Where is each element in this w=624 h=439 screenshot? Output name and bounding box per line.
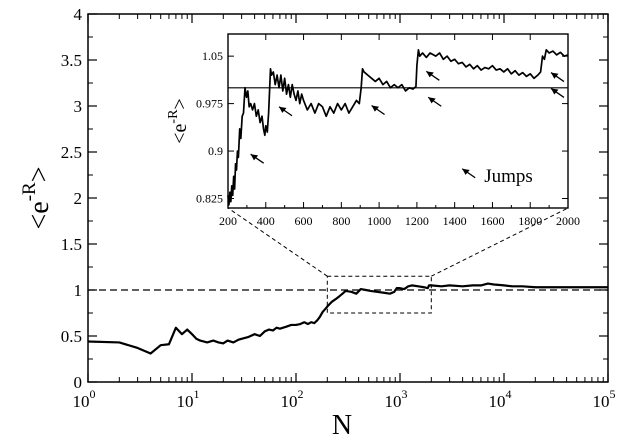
inset-x-tick-label: 600 <box>295 214 313 228</box>
x-tick-label: 101 <box>177 387 200 411</box>
jump-arrow-head <box>426 71 434 78</box>
jump-arrow-head <box>551 72 559 79</box>
inset-y-tick-label: 0.9 <box>208 144 223 158</box>
main-series-line <box>87 282 608 355</box>
jump-arrow-head <box>371 105 380 112</box>
inset-x-tick-label: 1600 <box>480 214 504 228</box>
jump-arrow-head <box>551 88 559 95</box>
x-tick-label: 104 <box>489 387 512 411</box>
inset-y-axis-title: <e-R> <box>166 98 191 143</box>
legend-arrow-head <box>462 168 470 175</box>
inset-plot-frame <box>227 33 569 209</box>
x-tick-label: 102 <box>281 387 304 411</box>
y-tick-label: 2 <box>74 189 83 208</box>
jump-arrow-head <box>250 154 259 161</box>
y-tick-label: 1.5 <box>61 235 82 254</box>
zoom-connector-layer <box>227 207 569 277</box>
inset-x-tick-label: 200 <box>219 214 237 228</box>
main-plot: 100 101 102 103 104 105 0 0.5 1 1.5 2 2.5 3 3.5 4 N <e-R… <box>19 5 616 439</box>
inset-x-tick-label: 1800 <box>518 214 542 228</box>
inset-annotation-jumps: Jumps <box>484 166 533 187</box>
y-tick-label: 4 <box>74 5 83 24</box>
main-plot-frame <box>87 13 609 383</box>
inset-y-tick-label: 1.05 <box>202 49 223 63</box>
inset-x-tick-label: 400 <box>257 214 275 228</box>
y-tick-label: 3.5 <box>61 51 82 70</box>
x-tick-label: 100 <box>73 387 96 411</box>
inset-y-tick-label: 0.825 <box>196 192 223 206</box>
inset-plot: 200 400 600 800 1000 1200 1400 1600 1800 2000 0.82… <box>166 33 580 228</box>
inset-x-tick-label: 1400 <box>443 214 467 228</box>
inset-x-tick-label: 800 <box>332 214 350 228</box>
inset-x-tick-label: 1000 <box>367 214 391 228</box>
zoom-connector-right <box>431 207 569 277</box>
y-axis-title: <e-R> <box>19 166 55 229</box>
y-tick-label: 0 <box>74 373 83 392</box>
x-axis-title: N <box>332 410 352 439</box>
y-tick-label: 3 <box>74 97 83 116</box>
y-tick-label: 2.5 <box>61 143 82 162</box>
inset-x-tick-label: 2000 <box>556 214 580 228</box>
jump-arrow-head <box>428 97 436 104</box>
zoom-box <box>326 275 432 314</box>
inset-x-tick-label: 1200 <box>405 214 429 228</box>
inset-series-line <box>227 48 569 206</box>
inset-y-tick-label: 0.975 <box>196 97 223 111</box>
jump-arrow-head <box>279 106 287 113</box>
x-tick-label: 105 <box>593 387 616 411</box>
inset-background <box>228 34 568 208</box>
y-tick-label: 1 <box>74 281 83 300</box>
zoom-connector-left <box>227 207 328 277</box>
y-tick-label: 0.5 <box>61 327 82 346</box>
x-tick-label: 103 <box>385 387 408 411</box>
